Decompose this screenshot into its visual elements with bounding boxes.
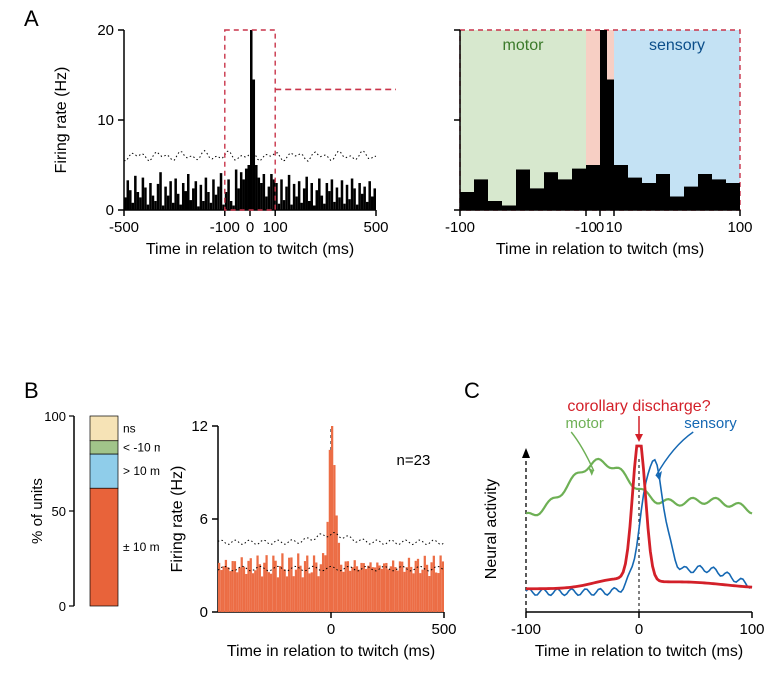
svg-text:12: 12 [191,418,208,435]
panel-a-right-zoom: -100-10010100Time in relation to twitch … [430,10,756,270]
svg-text:0: 0 [59,599,66,614]
svg-text:-500: -500 [109,219,139,236]
panel-b-segment-label: ns [123,421,136,435]
panel-c-motor-label: motor [566,415,604,432]
svg-text:10: 10 [97,112,114,129]
motor-region-label: motor [503,37,545,54]
figure-root: A B C Firing rate (Hz)01020-500-10001005… [0,0,772,687]
corollary-discharge-label: corollary discharge? [567,398,710,415]
svg-text:50: 50 [52,504,66,519]
svg-text:-100: -100 [511,621,541,638]
panel-b-psth-ylabel: Firing rate (Hz) [169,466,186,573]
panel-a-label: A [24,6,39,32]
svg-text:Time in relation to twitch (ms: Time in relation to twitch (ms) [227,643,435,660]
svg-text:0: 0 [106,202,114,219]
svg-text:100: 100 [727,219,752,236]
panel-b-segment-label: < -10 ms [123,440,160,454]
svg-text:500: 500 [363,219,388,236]
svg-text:10: 10 [606,219,623,236]
svg-text:6: 6 [200,511,208,528]
panel-c-ylabel: Neural activity [483,479,500,579]
svg-text:100: 100 [263,219,288,236]
panel-a-left-xlabel: Time in relation to twitch (ms) [146,241,354,258]
panel-c-sensory-label: sensory [684,415,737,432]
svg-text:0: 0 [635,621,643,638]
panel-b-segment-label: ± 10 ms [123,540,160,554]
svg-text:-100: -100 [210,219,240,236]
svg-text:0: 0 [596,219,604,236]
panel-b-segment-label: > 10 ms [123,464,160,478]
panel-c-schematic: Neural activity -100 0 100 Time in relation … [476,396,766,666]
svg-text:100: 100 [44,409,66,424]
panel-b-psth: 0 6 12 0 500 Time in relation to twitch (ms) F… [168,396,458,666]
svg-text:Time in relation to twitch (ms: Time in relation to twitch (ms) [496,241,704,258]
svg-text:-10: -10 [575,219,597,236]
svg-text:0: 0 [200,604,208,621]
panel-b-bar-ylabel: % of units [30,478,46,544]
panel-a-left-histogram: Firing rate (Hz) 0 10 20 -500 -100 0 100 500 Time… [46,10,396,270]
panel-a-left-ylabel: Firing rate (Hz) [53,67,70,174]
panel-b-stacked-bar: 0 50 100 % of units ± 10 ms > 10 ms < -10 ms ns [30,396,160,636]
svg-text:20: 20 [97,22,114,39]
svg-text:0: 0 [327,621,335,638]
svg-text:500: 500 [431,621,456,638]
sensory-region-label: sensory [649,37,705,54]
svg-text:0: 0 [246,219,254,236]
svg-text:100: 100 [739,621,764,638]
panel-b-n-label: n=23 [397,452,431,469]
svg-text:-100: -100 [445,219,475,236]
svg-text:Time in relation to twitch (ms: Time in relation to twitch (ms) [535,643,743,660]
